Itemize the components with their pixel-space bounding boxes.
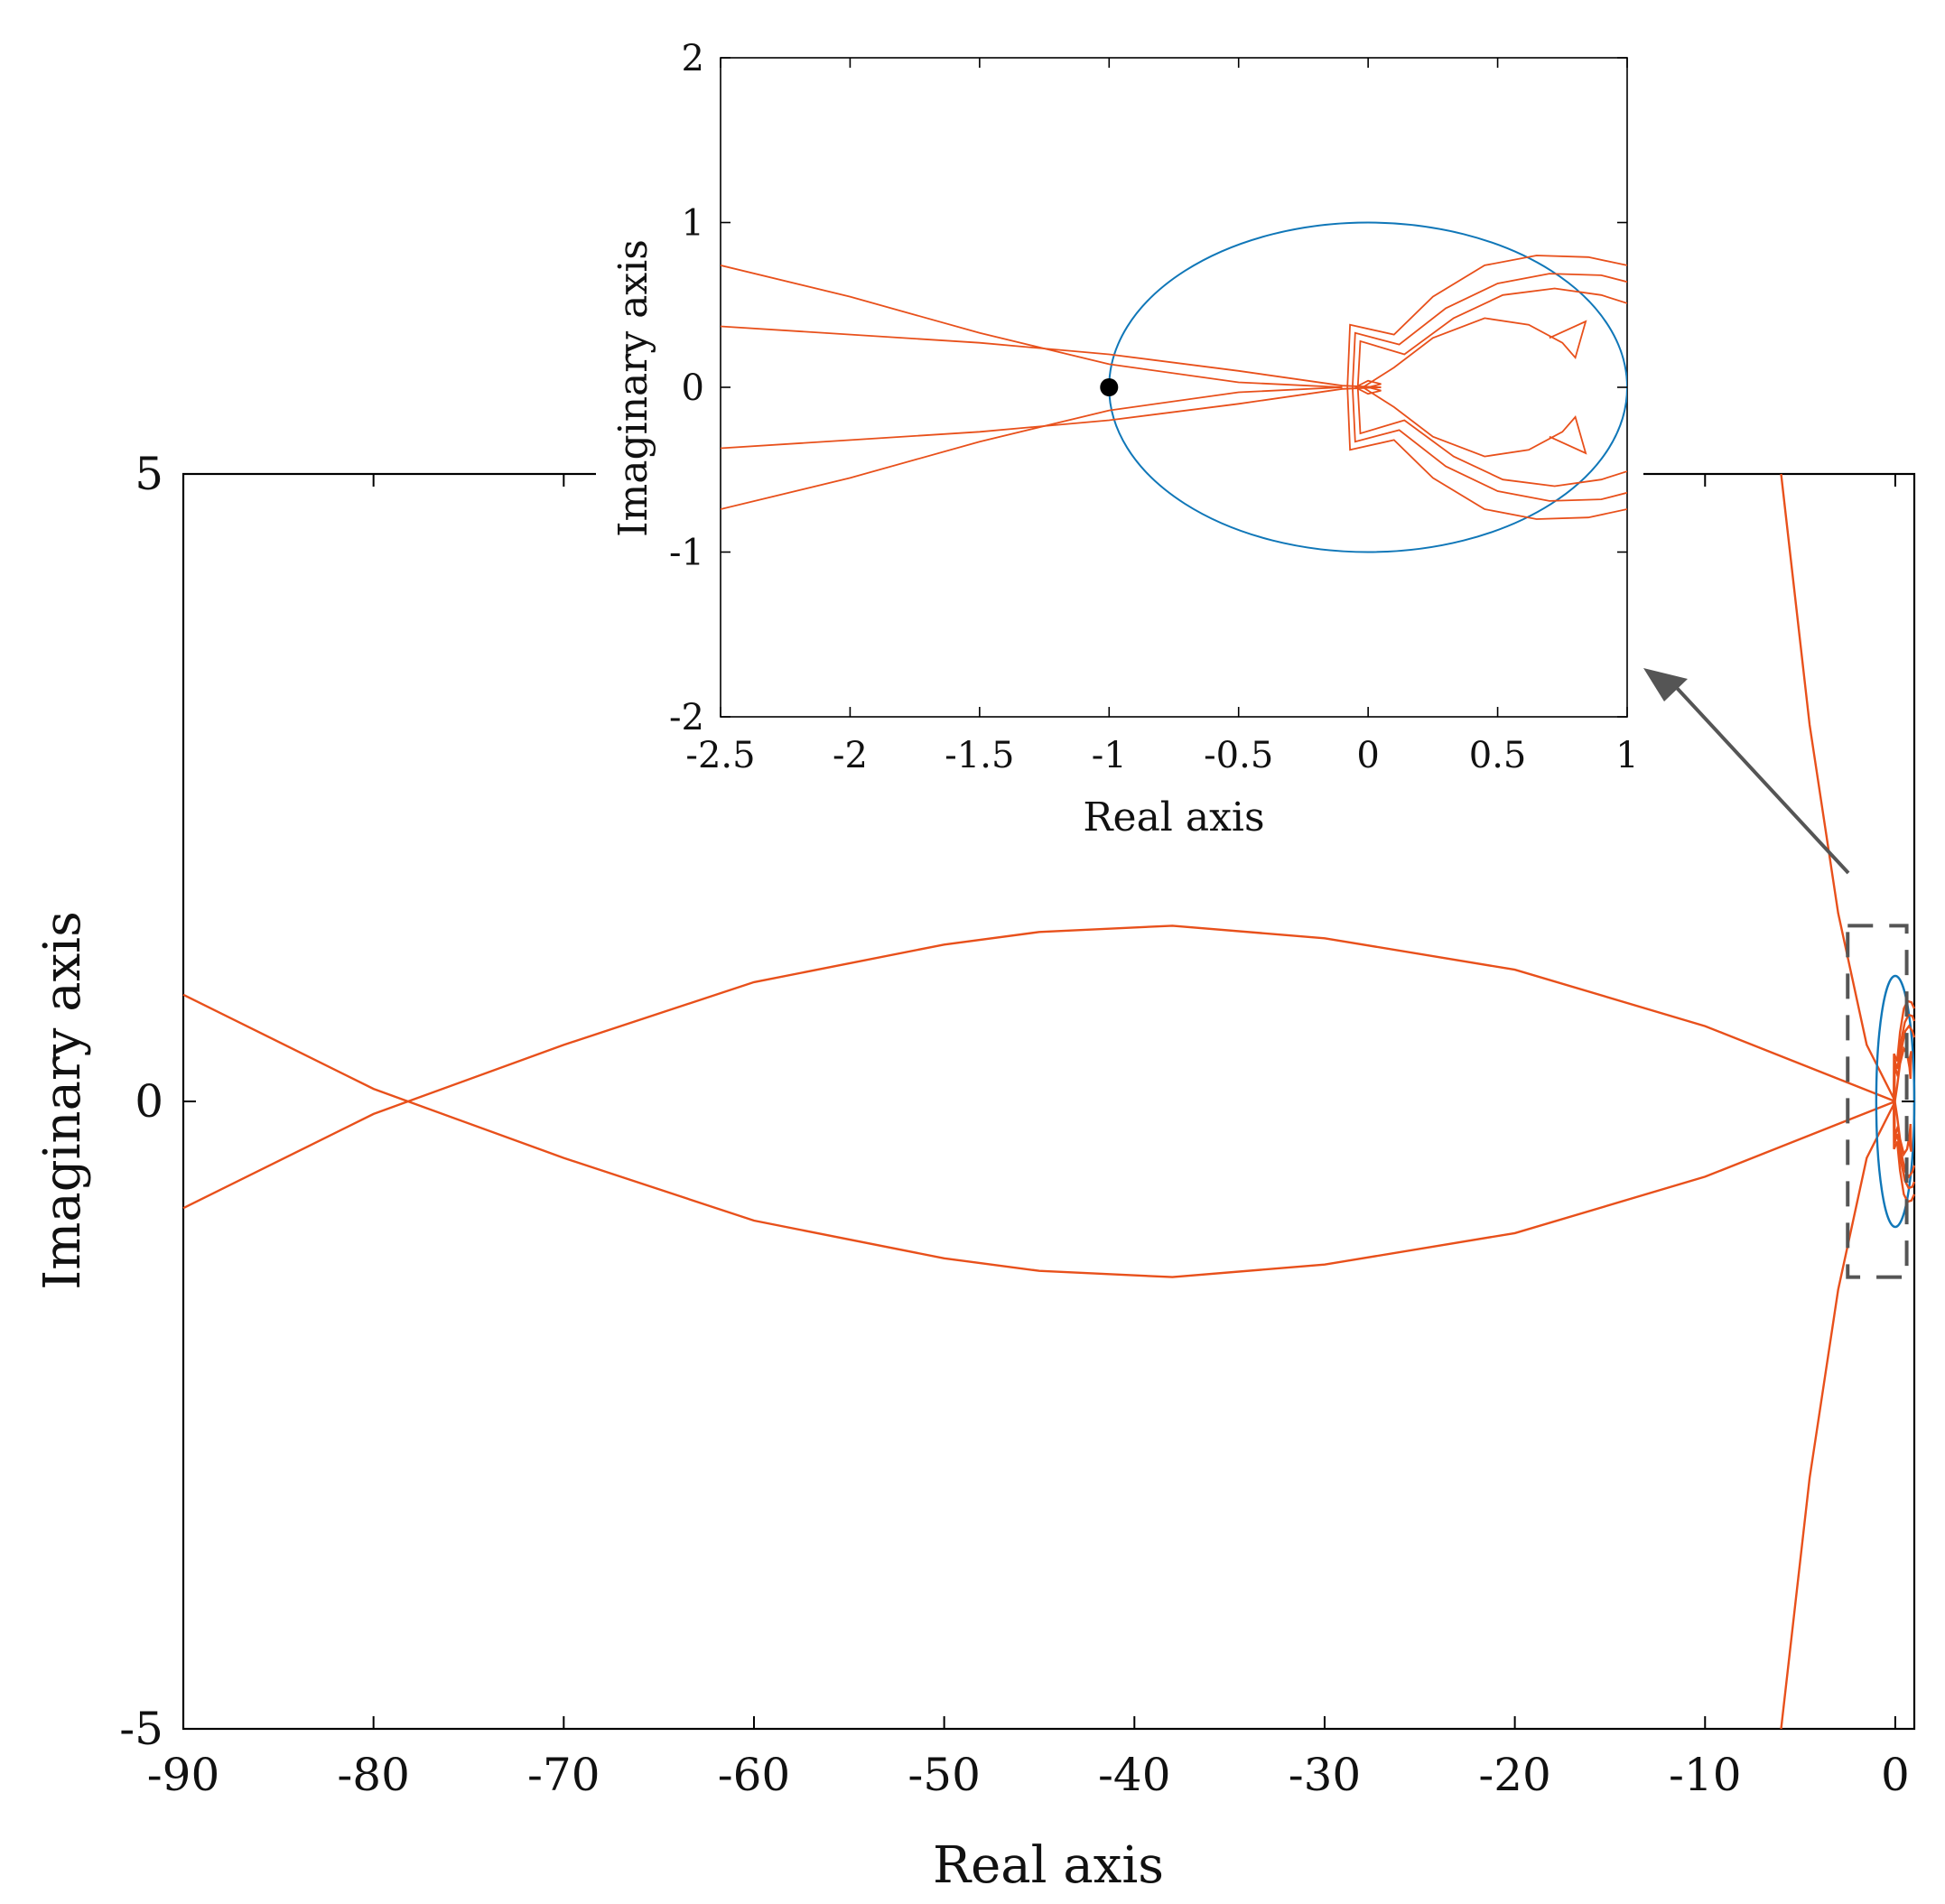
inset-nyquist-branch-9 <box>1356 287 1627 388</box>
main-near-origin-loop-5 <box>1893 1024 1916 1102</box>
inset-nyquist-branch-5 <box>1346 255 1627 388</box>
inset-x-tick-label: 1 <box>1615 735 1638 776</box>
zoom-region-box <box>1846 924 1909 1279</box>
main-near-origin-loop-2 <box>1893 1101 1916 1203</box>
main-y-ticks: -5 0 5 <box>119 448 1914 1755</box>
inset-x-tick-label: 0 <box>1356 735 1379 776</box>
inset-nyquist-branch-7 <box>1352 273 1627 388</box>
zoom-arrow-shaft <box>1675 686 1850 875</box>
main-near-origin-loop-6 <box>1893 1101 1916 1179</box>
main-x-tick-label: 0 <box>1881 1749 1910 1801</box>
inset-nyquist-branch-4 <box>721 386 1382 450</box>
main-near-origin-loop-1 <box>1893 999 1916 1102</box>
main-x-tick-label: -60 <box>718 1749 791 1801</box>
main-x-tick-label: -50 <box>907 1749 981 1801</box>
inset-y-tick-label: 2 <box>682 38 704 79</box>
zoom-arrow <box>1643 668 1850 875</box>
main-y-tick-label: 0 <box>135 1075 163 1128</box>
main-x-tick-label: -70 <box>527 1749 600 1801</box>
main-near-origin-loop-3 <box>1893 1013 1916 1102</box>
main-y-tick-label: -5 <box>119 1703 163 1755</box>
main-x-tick-label: -20 <box>1478 1749 1551 1801</box>
main-x-tick-label: -80 <box>337 1749 410 1801</box>
inset-x-axis-title: Real axis <box>1083 794 1264 841</box>
main-y-tick-label: 5 <box>135 448 163 500</box>
inset-y-axis-title: Imaginary axis <box>610 239 656 537</box>
main-x-tick-label: -90 <box>147 1749 220 1801</box>
inset-y-ticks: -2 -1 0 1 2 <box>669 38 1627 738</box>
inset-nyquist-branch-10 <box>1356 386 1627 488</box>
inset-x-ticks: -2.5 -2 -1.5 -1 -0.5 0 0.5 1 <box>685 58 1639 776</box>
inset-nyquist-branch-6 <box>1346 386 1627 520</box>
inset-nyquist-branch-8 <box>1352 386 1627 502</box>
main-nyquist-branch-1 <box>182 993 1896 1278</box>
inset-x-tick-label: -2 <box>833 735 868 776</box>
inset-y-tick-label: 0 <box>682 367 704 409</box>
inset-x-tick-label: -0.5 <box>1204 735 1273 776</box>
inset-x-tick-label: -1 <box>1092 735 1127 776</box>
zoom-arrow-head <box>1643 668 1688 701</box>
main-x-ticks: -90 -80 -70 -60 -50 -40 -30 -20 -10 0 <box>147 474 1910 1801</box>
inset-x-tick-label: -2.5 <box>685 735 755 776</box>
critical-point-marker <box>1100 378 1119 396</box>
main-nyquist-branch-2 <box>182 924 1896 1210</box>
main-x-axis-title: Real axis <box>933 1836 1164 1895</box>
main-near-origin-loop-4 <box>1893 1101 1916 1190</box>
inset-nyquist-branch-13 <box>1354 379 1382 395</box>
inset-y-tick-label: -2 <box>669 697 704 738</box>
inset-nyquist-branch-11 <box>1362 317 1587 388</box>
main-x-tick-label: -40 <box>1098 1749 1171 1801</box>
main-series-group <box>182 473 1896 1730</box>
main-near-origin-loop-8 <box>1894 1101 1912 1157</box>
main-near-origin-detail <box>1875 974 1916 1229</box>
inset-x-tick-label: -1.5 <box>945 735 1014 776</box>
main-y-axis-title: Imaginary axis <box>33 911 92 1290</box>
inset-x-tick-label: 0.5 <box>1469 735 1527 776</box>
main-x-tick-label: -30 <box>1289 1749 1362 1801</box>
main-x-tick-label: -10 <box>1669 1749 1742 1801</box>
inset-y-tick-label: 1 <box>682 203 704 245</box>
inset-nyquist-branch-12 <box>1362 386 1587 458</box>
inset-nyquist-branch-3 <box>721 325 1382 388</box>
inset-y-tick-label: -1 <box>669 533 704 574</box>
inset-plot-frame <box>720 57 1628 718</box>
